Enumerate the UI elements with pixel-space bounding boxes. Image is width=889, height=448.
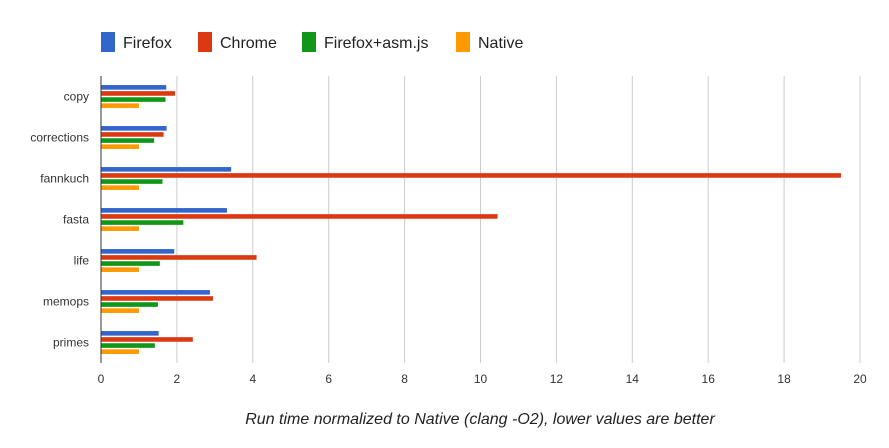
x-tick-label: 0 bbox=[98, 372, 105, 386]
bar-firefox bbox=[101, 249, 175, 254]
legend-label: Chrome bbox=[220, 35, 277, 52]
bar-firefox-asm-js bbox=[101, 97, 166, 102]
bar-native bbox=[101, 103, 139, 108]
x-tick-label: 10 bbox=[474, 372, 488, 386]
legend-label: Native bbox=[478, 35, 523, 52]
bar-chrome bbox=[101, 214, 498, 219]
bar-firefox-asm-js bbox=[101, 261, 160, 266]
bar-firefox bbox=[101, 290, 210, 295]
bar-firefox-asm-js bbox=[101, 138, 155, 143]
y-tick-label: primes bbox=[53, 336, 89, 350]
x-tick-label: 20 bbox=[853, 372, 867, 386]
bar-firefox bbox=[101, 167, 232, 172]
y-axis-tick-labels: copy corrections fannkuch fasta life memops pr… bbox=[30, 90, 89, 350]
bar-chrome bbox=[101, 255, 257, 260]
legend-swatch bbox=[198, 32, 212, 52]
x-tick-label: 14 bbox=[626, 372, 640, 386]
bar-native bbox=[101, 144, 139, 149]
bar-firefox bbox=[101, 331, 159, 336]
bar-firefox-asm-js bbox=[101, 302, 158, 307]
y-tick-label: copy bbox=[64, 90, 89, 104]
bar-native bbox=[101, 185, 139, 190]
x-tick-label: 12 bbox=[550, 372, 564, 386]
x-axis-title: Run time normalized to Native (clang -O2… bbox=[245, 411, 715, 428]
bar-firefox bbox=[101, 126, 167, 131]
bars bbox=[101, 85, 842, 354]
gridlines bbox=[176, 76, 861, 363]
y-tick-label: corrections bbox=[30, 131, 89, 145]
bar-firefox-asm-js bbox=[101, 220, 184, 225]
bar-chrome bbox=[101, 296, 213, 301]
bar-firefox-asm-js bbox=[101, 343, 155, 348]
bar-firefox-asm-js bbox=[101, 179, 163, 184]
bar-native bbox=[101, 226, 139, 231]
legend-label: Firefox+asm.js bbox=[324, 35, 428, 52]
bar-firefox bbox=[101, 85, 167, 90]
legend-swatch bbox=[302, 32, 316, 52]
legend-swatch bbox=[456, 32, 470, 52]
bar-native bbox=[101, 349, 139, 354]
x-tick-label: 4 bbox=[249, 372, 256, 386]
x-axis-tick-labels: 0 2 4 6 8 10 12 14 16 18 20 bbox=[98, 372, 867, 386]
bar-chrome bbox=[101, 337, 193, 342]
x-tick-label: 8 bbox=[401, 372, 408, 386]
bar-firefox bbox=[101, 208, 227, 213]
legend-label: Firefox bbox=[123, 35, 172, 52]
x-tick-label: 16 bbox=[702, 372, 716, 386]
bar-native bbox=[101, 308, 139, 313]
bar-chrome bbox=[101, 132, 164, 137]
x-tick-label: 18 bbox=[777, 372, 791, 386]
y-tick-label: fannkuch bbox=[40, 172, 89, 186]
x-tick-label: 2 bbox=[174, 372, 181, 386]
legend: Firefox Chrome Firefox+asm.js Native bbox=[101, 32, 523, 52]
x-tick-label: 6 bbox=[325, 372, 332, 386]
legend-swatch bbox=[101, 32, 115, 52]
y-tick-label: fasta bbox=[63, 213, 89, 227]
y-tick-label: life bbox=[74, 254, 90, 268]
y-tick-label: memops bbox=[43, 295, 89, 309]
bar-chrome bbox=[101, 173, 842, 178]
bar-native bbox=[101, 267, 139, 272]
bar-chrome bbox=[101, 91, 176, 96]
